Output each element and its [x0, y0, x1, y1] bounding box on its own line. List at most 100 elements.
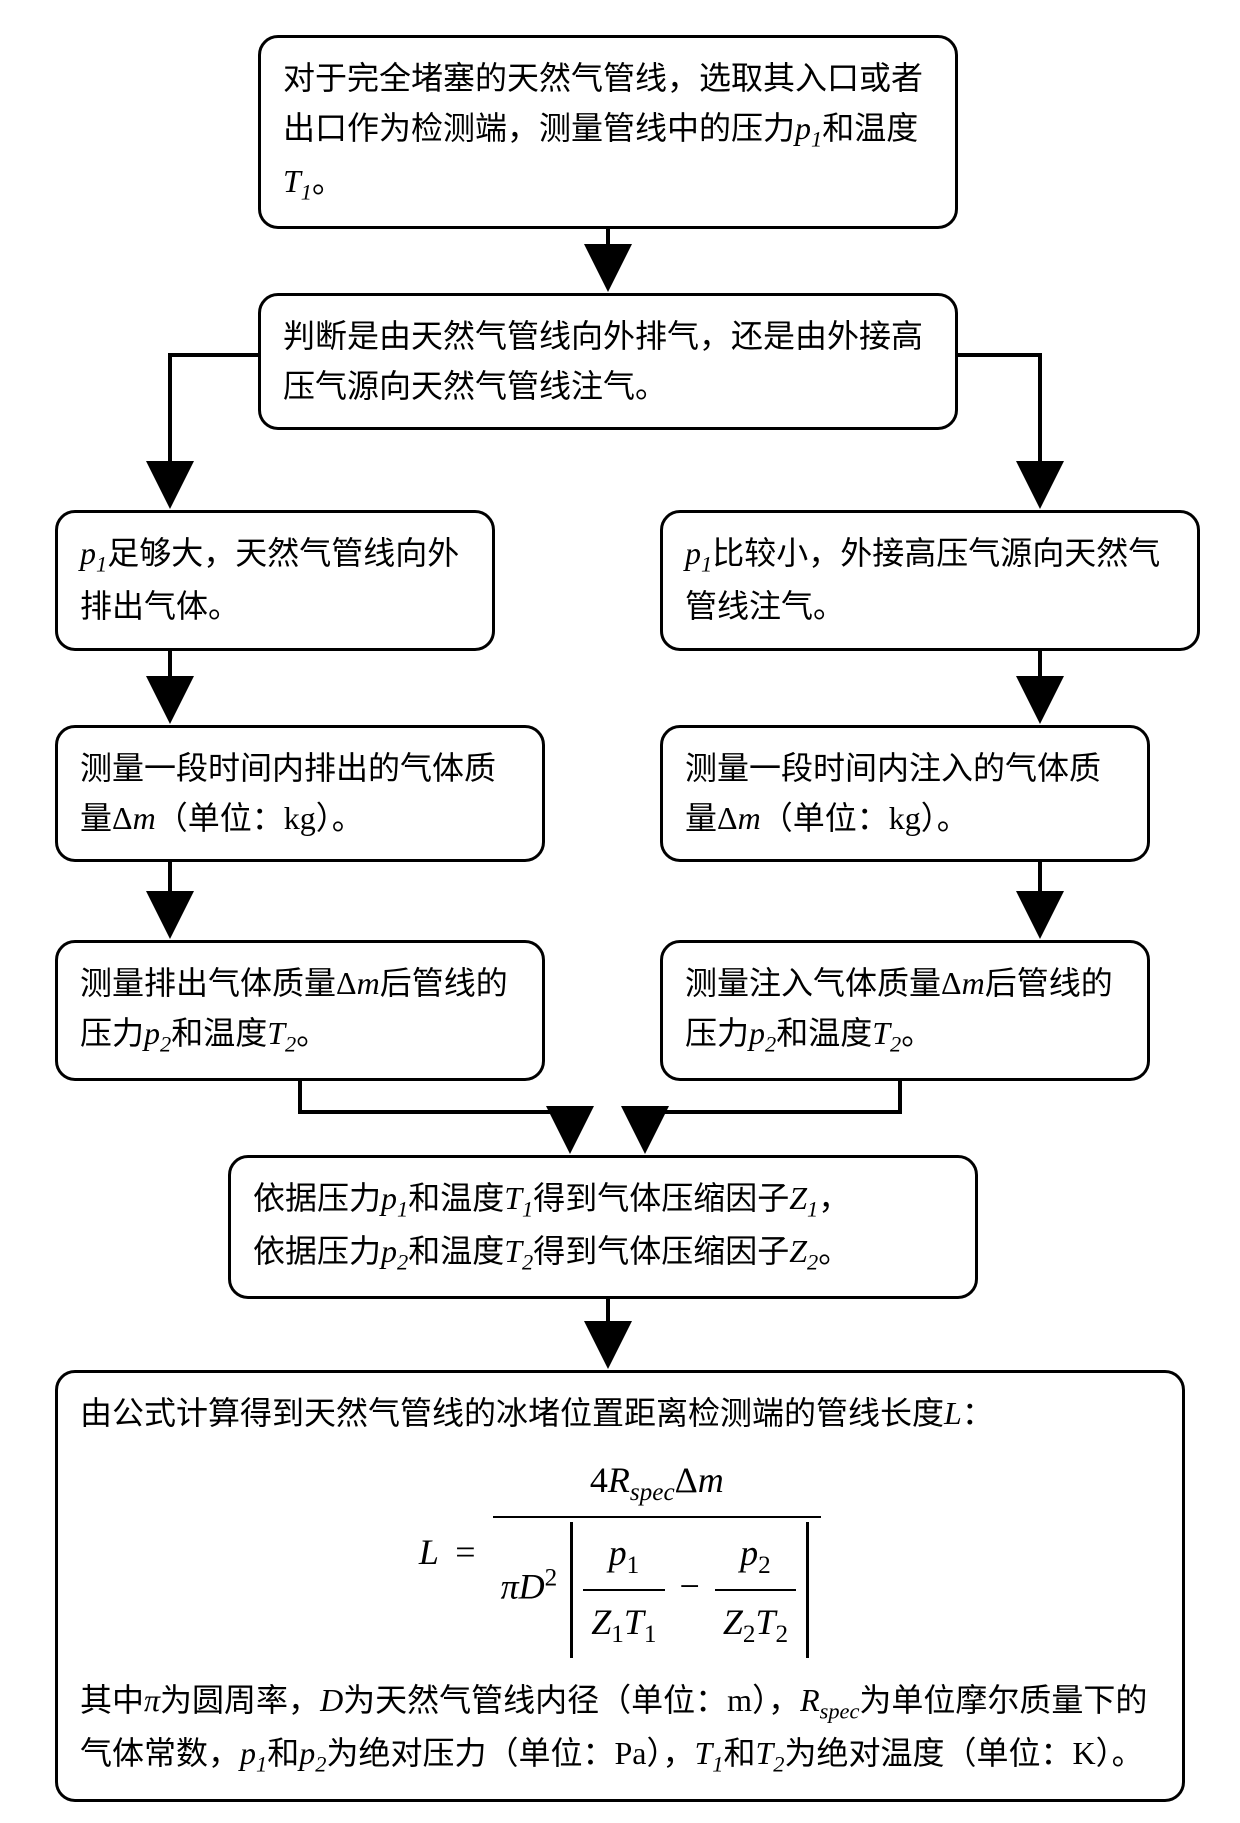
- n3R-p1: p: [685, 535, 701, 571]
- n7-T1b-sub: 1: [712, 1752, 723, 1777]
- n3R-p1-sub: 1: [701, 551, 712, 576]
- f-p1s: 1: [627, 1552, 640, 1579]
- n5L-T2: T: [267, 1015, 285, 1051]
- n7-D2: D: [320, 1682, 343, 1718]
- n6-p2-sub: 2: [397, 1250, 408, 1275]
- n6-l2-pre: 依据压力: [253, 1233, 381, 1269]
- n7-p1b: p: [240, 1735, 256, 1771]
- n6-Z1-sub: 1: [807, 1196, 818, 1221]
- n6-T1: T: [504, 1180, 522, 1216]
- n6-T1-sub: 1: [522, 1196, 533, 1221]
- n7-T2b: T: [755, 1735, 773, 1771]
- f-Z1: Z: [591, 1602, 611, 1642]
- n7-T2b-sub: 2: [773, 1752, 784, 1777]
- flowchart-node-5-left: 测量排出气体质量Δm后管线的压力p2和温度T2。: [55, 940, 545, 1081]
- f-T1: T: [624, 1602, 644, 1642]
- n2-text: 判断是由天然气管线向外排气，还是由外接高压气源向天然气管线注气。: [283, 318, 923, 404]
- n6-p2: p: [381, 1233, 397, 1269]
- f-R: R: [608, 1460, 630, 1500]
- n5L-p2: p: [144, 1015, 160, 1051]
- n4L-post: （单位：kg）。: [156, 800, 364, 836]
- n5R-T2-sub: 2: [890, 1031, 901, 1056]
- n3L-text: 足够大，天然气管线向外排出气体。: [80, 535, 459, 624]
- n7-formula: L = 4RspecΔm πD2 p1 Z1T1 − p2: [80, 1453, 1160, 1659]
- n7-expl-pre: 其中: [80, 1682, 144, 1718]
- n1-text-mid: 和温度: [822, 110, 918, 146]
- n7-intro-post: ：: [962, 1395, 994, 1431]
- n6-l2-post: 。: [818, 1233, 850, 1269]
- n5L-pre: 测量排出气体质量Δ: [80, 965, 357, 1001]
- f-R-sub: spec: [630, 1479, 675, 1506]
- n4R-post: （单位：kg）。: [761, 800, 969, 836]
- n6-l2-mid2: 得到气体压缩因子: [533, 1233, 789, 1269]
- flowchart-node-4-right: 测量一段时间内注入的气体质量Δm（单位：kg）。: [660, 725, 1150, 862]
- f-p1: p: [609, 1533, 627, 1573]
- n5L-post: 。: [296, 1015, 328, 1051]
- n5R-pre: 测量注入气体质量Δ: [685, 965, 962, 1001]
- n6-l1-pre: 依据压力: [253, 1180, 381, 1216]
- n6-T2: T: [504, 1233, 522, 1269]
- flowchart-node-6: 依据压力p1和温度T1得到气体压缩因子Z1， 依据压力p2和温度T2得到气体压缩…: [228, 1155, 978, 1299]
- n5R-T2: T: [872, 1015, 890, 1051]
- n7-p1b-sub: 1: [256, 1752, 267, 1777]
- n7-e6: 和: [723, 1735, 755, 1771]
- n7-e7: 为绝对温度（单位：K）。: [784, 1735, 1143, 1771]
- n1-text-post: 。: [312, 163, 344, 199]
- n6-p1-sub: 1: [397, 1196, 408, 1221]
- flowchart-node-3-left: p1足够大，天然气管线向外排出气体。: [55, 510, 495, 651]
- n6-Z2: Z: [789, 1233, 807, 1269]
- n3L-p1: p: [80, 535, 96, 571]
- n5R-mid2: 和温度: [776, 1015, 872, 1051]
- n7-pi2: π: [144, 1682, 160, 1718]
- f-Z2s: 2: [743, 1621, 756, 1648]
- n6-p1: p: [381, 1180, 397, 1216]
- n1-T1-sub: 1: [301, 179, 312, 204]
- n6-l1-mid2: 得到气体压缩因子: [533, 1180, 789, 1216]
- flowchart-node-1: 对于完全堵塞的天然气管线，选取其入口或者出口作为检测端，测量管线中的压力p1和温…: [258, 35, 958, 229]
- n7-p2b: p: [299, 1735, 315, 1771]
- f-p2: p: [740, 1533, 758, 1573]
- f-Z1s: 1: [611, 1621, 624, 1648]
- flowchart-node-4-left: 测量一段时间内排出的气体质量Δm（单位：kg）。: [55, 725, 545, 862]
- n6-Z1: Z: [789, 1180, 807, 1216]
- f-p2s: 2: [758, 1552, 771, 1579]
- f-T1s: 1: [644, 1621, 657, 1648]
- n5R-post: 。: [901, 1015, 933, 1051]
- n5L-T2-sub: 2: [285, 1031, 296, 1056]
- n7-R2: R: [800, 1682, 820, 1718]
- n6-l2-mid: 和温度: [408, 1233, 504, 1269]
- n3R-text: 比较小，外接高压气源向天然气管线注气。: [685, 535, 1160, 624]
- f-4: 4: [590, 1460, 608, 1500]
- n7-explanation: 其中π为圆周率，D为天然气管线内径（单位：m），Rspec为单位摩尔质量下的气体…: [80, 1676, 1160, 1782]
- n1-p1-sub: 1: [811, 126, 822, 151]
- f-D-sup: 2: [545, 1564, 558, 1591]
- n6-T2-sub: 2: [522, 1250, 533, 1275]
- n6-l1-post: ，: [818, 1180, 850, 1216]
- n6-Z2-sub: 2: [807, 1250, 818, 1275]
- f-pi: π: [501, 1566, 519, 1606]
- flowchart-node-3-right: p1比较小，外接高压气源向天然气管线注气。: [660, 510, 1200, 651]
- n7-intro: 由公式计算得到天然气管线的冰堵位置距离检测端的管线长度L：: [80, 1389, 1160, 1439]
- f-Z2: Z: [723, 1602, 743, 1642]
- f-lhs: L: [419, 1532, 438, 1572]
- n5L-p2-sub: 2: [160, 1031, 171, 1056]
- n7-e1: 为圆周率，: [160, 1682, 320, 1718]
- n5R-p2-sub: 2: [765, 1031, 776, 1056]
- n4L-m: m: [133, 800, 156, 836]
- flowchart-node-5-right: 测量注入气体质量Δm后管线的压力p2和温度T2。: [660, 940, 1150, 1081]
- f-D: D: [519, 1566, 545, 1606]
- n7-p2b-sub: 2: [315, 1752, 326, 1777]
- n5L-m: m: [357, 965, 380, 1001]
- n5R-p2: p: [749, 1015, 765, 1051]
- n7-T1b: T: [694, 1735, 712, 1771]
- n3L-p1-sub: 1: [96, 551, 107, 576]
- f-T2s: 2: [775, 1621, 788, 1648]
- n7-e2: 为天然气管线内径（单位：m），: [343, 1682, 800, 1718]
- n7-e4: 和: [267, 1735, 299, 1771]
- n5R-m: m: [962, 965, 985, 1001]
- f-T2: T: [755, 1602, 775, 1642]
- n6-l1-mid: 和温度: [408, 1180, 504, 1216]
- f-m: m: [698, 1460, 724, 1500]
- flowchart-node-2: 判断是由天然气管线向外排气，还是由外接高压气源向天然气管线注气。: [258, 293, 958, 430]
- n1-p1: p: [795, 110, 811, 146]
